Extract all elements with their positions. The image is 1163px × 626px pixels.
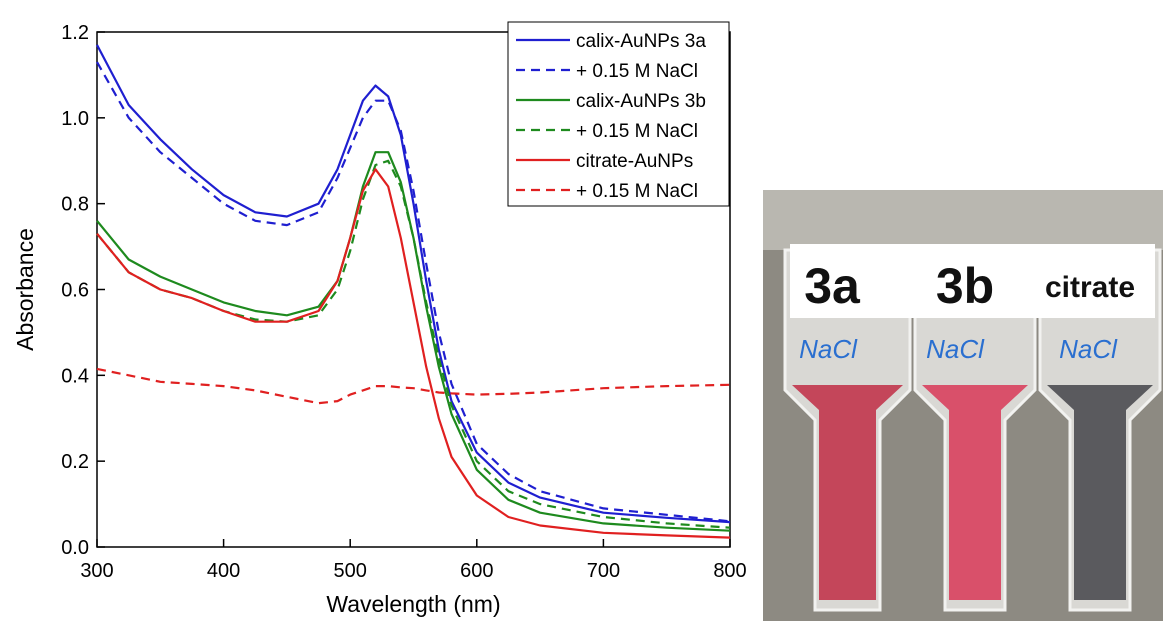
- y-tick-label: 0.8: [61, 194, 89, 216]
- legend-label: + 0.15 M NaCl: [576, 181, 698, 202]
- x-axis-label: Wavelength (nm): [326, 591, 500, 617]
- legend-box: [507, 21, 730, 207]
- legend-label: calix-AuNPs 3b: [576, 91, 706, 112]
- photo-top: [763, 190, 1163, 250]
- x-tick-label: 800: [713, 560, 746, 582]
- plot: 0.0 0.2 0.4 0.6 0.8 1.0 1.2 300 400 500 600 700 800 W…: [12, 21, 747, 617]
- series-line: [96, 151, 731, 532]
- label-banner: [790, 244, 1155, 318]
- y-tick-label: 0.2: [61, 451, 89, 473]
- x-tick-label: 700: [587, 560, 620, 582]
- x-tick-label: 300: [80, 560, 113, 582]
- y-axis-label: Absorbance: [12, 228, 38, 351]
- y-tick-label: 0.0: [61, 537, 89, 559]
- vial-label: 3a: [804, 258, 861, 314]
- y-tick-label: 0.4: [61, 365, 89, 387]
- liquid: [792, 385, 903, 600]
- vial-label: 3b: [936, 258, 994, 314]
- series-line: [96, 168, 731, 539]
- series-line: [96, 367, 731, 405]
- y-tick-label: 1.2: [61, 22, 89, 44]
- handwritten-note: NaCl: [1059, 334, 1118, 364]
- x-tick-label: 500: [334, 560, 367, 582]
- y-tick-label: 0.6: [61, 280, 89, 302]
- legend-label: + 0.15 M NaCl: [576, 61, 698, 82]
- y-tick-label: 1.0: [61, 108, 89, 130]
- series-line: [96, 61, 731, 523]
- vial-label: citrate: [1045, 271, 1135, 304]
- x-tick-label: 400: [207, 560, 240, 582]
- legend-label: + 0.15 M NaCl: [576, 121, 698, 142]
- handwritten-note: NaCl: [926, 334, 985, 364]
- liquid: [922, 385, 1028, 600]
- x-tick-label: 600: [460, 560, 493, 582]
- legend-label: calix-AuNPs 3a: [576, 31, 706, 52]
- liquid: [1047, 385, 1153, 600]
- series-line: [96, 44, 731, 524]
- handwritten-note: NaCl: [799, 334, 858, 364]
- legend-label: citrate-AuNPs: [576, 151, 693, 172]
- series-line: [96, 159, 731, 529]
- photo: 3a 3b citrate NaCl NaCl NaCl: [763, 190, 1163, 621]
